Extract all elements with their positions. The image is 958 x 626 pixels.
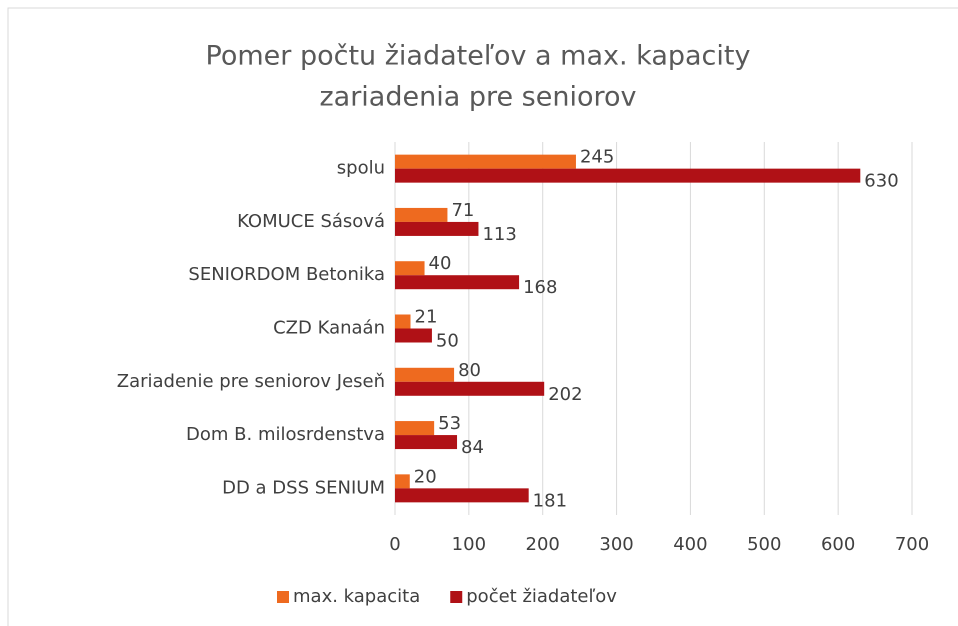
chart-title: zariadenia pre seniorov bbox=[319, 82, 636, 113]
x-tick-label: 700 bbox=[895, 534, 929, 555]
bar bbox=[395, 154, 576, 169]
bar bbox=[395, 421, 435, 436]
bar bbox=[395, 168, 861, 183]
value-label: 181 bbox=[533, 490, 567, 511]
legend-label: počet žiadateľov bbox=[466, 586, 617, 607]
bar bbox=[395, 488, 529, 503]
x-tick-label: 200 bbox=[526, 534, 560, 555]
chart-title: Pomer počtu žiadateľov a max. kapacity bbox=[206, 41, 751, 72]
value-label: 630 bbox=[864, 171, 898, 192]
value-label: 168 bbox=[523, 277, 557, 298]
legend-label: max. kapacita bbox=[293, 586, 420, 607]
x-tick-label: 400 bbox=[673, 534, 707, 555]
bar bbox=[395, 275, 520, 290]
x-tick-label: 600 bbox=[821, 534, 855, 555]
value-label: 21 bbox=[415, 307, 438, 328]
value-label: 20 bbox=[414, 466, 437, 487]
bar bbox=[395, 261, 425, 276]
bar bbox=[395, 207, 448, 222]
value-label: 84 bbox=[461, 437, 484, 458]
bar bbox=[395, 221, 479, 236]
value-label: 202 bbox=[548, 384, 582, 405]
value-label: 40 bbox=[429, 253, 452, 274]
x-tick-label: 100 bbox=[452, 534, 486, 555]
bar bbox=[395, 381, 545, 396]
legend-swatch bbox=[277, 591, 289, 603]
value-label: 53 bbox=[438, 413, 461, 434]
y-tick-label: CZD Kanaán bbox=[273, 318, 385, 339]
value-label: 80 bbox=[458, 360, 481, 381]
chart-border bbox=[7, 7, 958, 626]
y-tick-label: spolu bbox=[337, 158, 385, 179]
legend-swatch bbox=[450, 591, 463, 603]
x-tick-label: 500 bbox=[747, 534, 781, 555]
value-label: 113 bbox=[482, 224, 516, 245]
bar bbox=[395, 328, 432, 343]
bar bbox=[395, 314, 411, 329]
x-tick-label: 300 bbox=[599, 534, 633, 555]
y-tick-label: SENIORDOM Betonika bbox=[188, 264, 385, 285]
y-tick-label: Zariadenie pre seniorov Jeseň bbox=[117, 371, 385, 392]
value-label: 71 bbox=[451, 200, 474, 221]
y-tick-label: DD a DSS SENIUM bbox=[222, 477, 385, 498]
x-tick-label: 0 bbox=[389, 534, 400, 555]
bar bbox=[395, 367, 455, 382]
value-label: 245 bbox=[580, 147, 614, 168]
bar bbox=[395, 435, 458, 450]
y-tick-label: Dom B. milosrdenstva bbox=[186, 424, 385, 445]
y-tick-label: KOMUCE Sásová bbox=[237, 211, 385, 232]
value-label: 50 bbox=[436, 331, 459, 352]
bar bbox=[395, 474, 410, 489]
